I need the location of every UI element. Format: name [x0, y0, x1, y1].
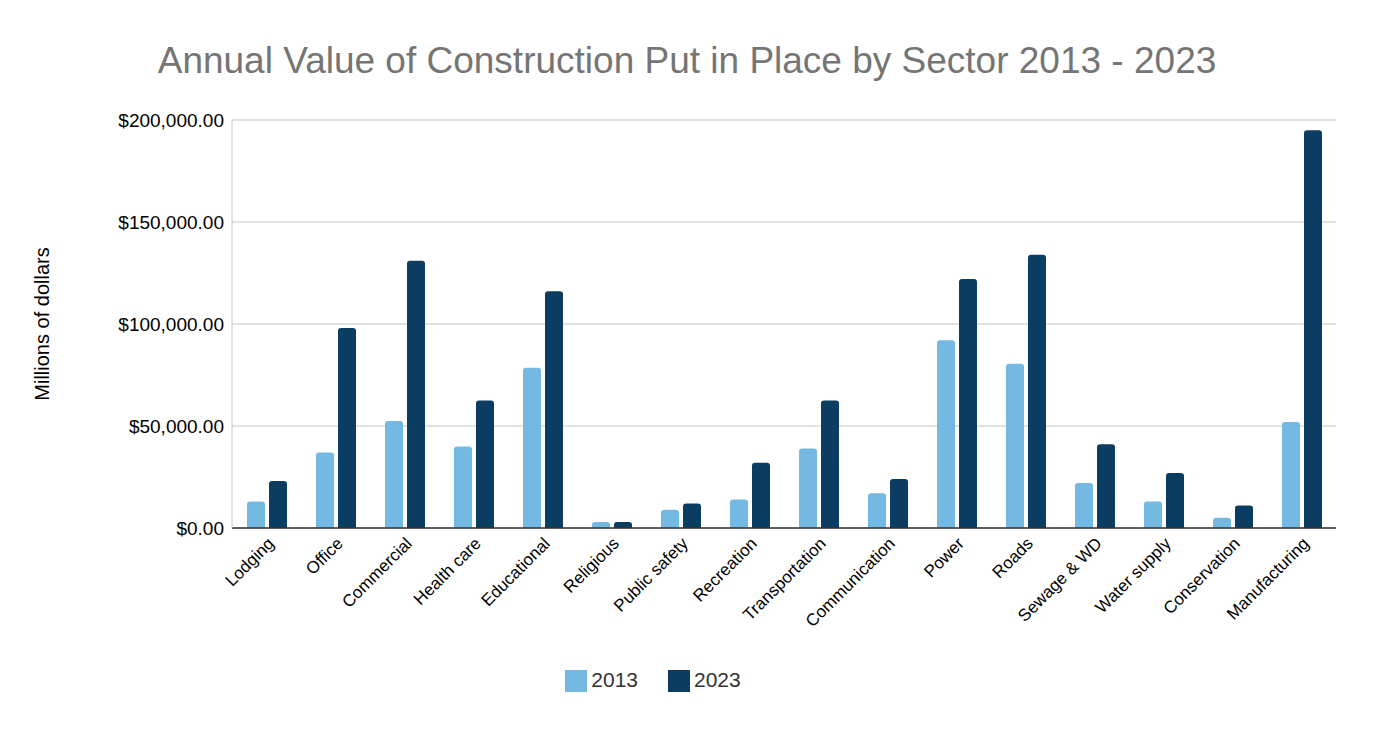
- svg-text:Power: Power: [920, 534, 968, 582]
- svg-text:$0.00: $0.00: [176, 518, 224, 539]
- html-text:2013: 2013: [591, 668, 638, 691]
- svg-text:$200,000.00: $200,000.00: [118, 110, 224, 131]
- svg-text:Educational: Educational: [478, 534, 554, 610]
- svg-text:Recreation: Recreation: [689, 534, 761, 606]
- svg-text:Public safety: Public safety: [610, 534, 692, 616]
- svg-text:Millions of dollars: Millions of dollars: [31, 247, 53, 400]
- svg-text:Communication: Communication: [802, 534, 899, 631]
- html-text:Annual Value of Construction P: Annual Value of Construction Put in Plac…: [157, 40, 1217, 81]
- svg-text:$100,000.00: $100,000.00: [118, 314, 224, 335]
- svg-text:Lodging: Lodging: [222, 534, 278, 590]
- svg-text:Commercial: Commercial: [338, 534, 416, 612]
- svg-text:Manufacturing: Manufacturing: [1223, 534, 1313, 624]
- svg-text:Religious: Religious: [560, 534, 623, 597]
- svg-text:Office: Office: [302, 534, 347, 579]
- svg-text:$50,000.00: $50,000.00: [129, 416, 224, 437]
- svg-text:Health care: Health care: [410, 534, 485, 609]
- svg-text:Conservation: Conservation: [1159, 533, 1244, 619]
- svg-text:Water supply: Water supply: [1091, 533, 1175, 618]
- svg-text:Transportation: Transportation: [739, 533, 830, 625]
- svg-text:Roads: Roads: [989, 534, 1037, 582]
- svg-text:$150,000.00: $150,000.00: [118, 212, 224, 233]
- svg-text:Sewage & WD: Sewage & WD: [1014, 534, 1106, 626]
- html-text:2023: 2023: [694, 668, 741, 691]
